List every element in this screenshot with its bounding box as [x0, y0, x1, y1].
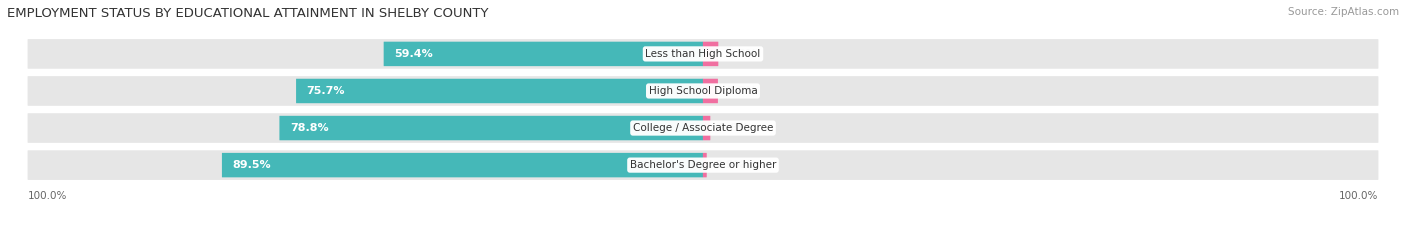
Text: High School Diploma: High School Diploma — [648, 86, 758, 96]
FancyBboxPatch shape — [28, 76, 1378, 106]
FancyBboxPatch shape — [28, 39, 1378, 69]
Text: Less than High School: Less than High School — [645, 49, 761, 59]
Text: 3.8%: 3.8% — [727, 49, 758, 59]
FancyBboxPatch shape — [280, 116, 703, 140]
Text: 78.8%: 78.8% — [290, 123, 329, 133]
FancyBboxPatch shape — [384, 42, 703, 66]
Text: 89.5%: 89.5% — [232, 160, 271, 170]
FancyBboxPatch shape — [703, 116, 710, 140]
Text: 1.8%: 1.8% — [718, 123, 749, 133]
Text: 75.7%: 75.7% — [307, 86, 344, 96]
Text: 0.9%: 0.9% — [714, 160, 745, 170]
Text: 100.0%: 100.0% — [1339, 191, 1378, 201]
Text: 100.0%: 100.0% — [28, 191, 67, 201]
FancyBboxPatch shape — [703, 79, 718, 103]
FancyBboxPatch shape — [28, 150, 1378, 180]
Text: Bachelor's Degree or higher: Bachelor's Degree or higher — [630, 160, 776, 170]
FancyBboxPatch shape — [703, 42, 718, 66]
Text: Source: ZipAtlas.com: Source: ZipAtlas.com — [1288, 7, 1399, 17]
FancyBboxPatch shape — [28, 113, 1378, 143]
FancyBboxPatch shape — [703, 153, 707, 177]
Text: 59.4%: 59.4% — [394, 49, 433, 59]
FancyBboxPatch shape — [297, 79, 703, 103]
FancyBboxPatch shape — [222, 153, 703, 177]
Text: College / Associate Degree: College / Associate Degree — [633, 123, 773, 133]
Text: EMPLOYMENT STATUS BY EDUCATIONAL ATTAINMENT IN SHELBY COUNTY: EMPLOYMENT STATUS BY EDUCATIONAL ATTAINM… — [7, 7, 488, 20]
Text: 3.7%: 3.7% — [725, 86, 756, 96]
